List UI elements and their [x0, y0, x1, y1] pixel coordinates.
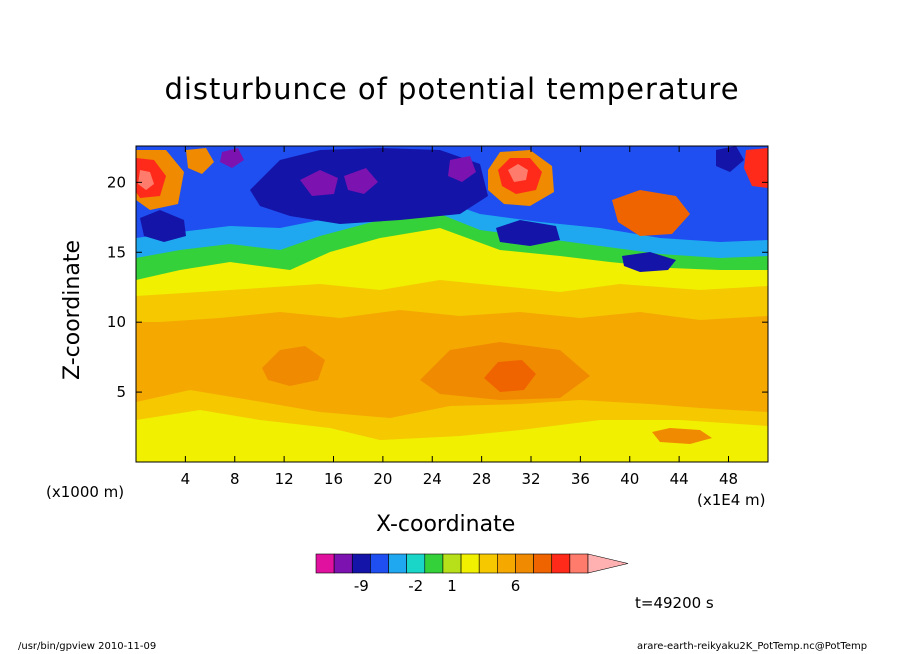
colorbar-label: 6 [511, 577, 521, 595]
x-tick-label: 12 [275, 470, 294, 488]
field-cell-blue-top-right [716, 146, 744, 172]
x-axis-ticks: 4 8 12 16 20 24 28 32 36 40 44 48 [181, 146, 738, 488]
colorbar: -9 -2 1 6 [315, 553, 629, 595]
field-cell-purple-3 [448, 156, 476, 182]
colorbar-swatch [406, 553, 426, 574]
x-tick-label: 4 [181, 470, 191, 488]
field-cell-peak-center [484, 360, 536, 392]
colorbar-swatch [370, 553, 389, 574]
colorbar-label: 1 [447, 577, 457, 595]
field-band-dark-orange-west [262, 346, 325, 386]
colorbar-swatch [569, 553, 589, 574]
colorbar-swatch [533, 553, 553, 574]
time-annotation: t=49200 s [635, 594, 714, 612]
colorbar-label: -9 [354, 577, 369, 595]
x-tick-label: 20 [373, 470, 392, 488]
field-cell-blue-east [496, 220, 560, 246]
field-cell-blue-far-east [622, 252, 676, 272]
x-tick-label: 36 [571, 470, 590, 488]
y-tick-label: 5 [116, 383, 126, 401]
colorbar-swatch [333, 553, 353, 574]
x-axis-unit-right: (x1E4 m) [697, 491, 766, 509]
field-band-dark-orange-east [652, 428, 712, 444]
field-cell-blue-west [140, 210, 186, 242]
field-cell-purple-4 [220, 148, 244, 168]
colorbar-swatch [478, 553, 498, 574]
x-tick-label: 40 [620, 470, 639, 488]
footer-program-info: /usr/bin/gpview 2010-11-09 [18, 641, 157, 652]
x-tick-label: 48 [719, 470, 738, 488]
chart-title: disturbunce of potential temperature [164, 72, 740, 106]
x-tick-label: 28 [472, 470, 491, 488]
colorbar-extension [587, 553, 629, 574]
x-tick-label: 24 [423, 470, 442, 488]
colorbar-label: -2 [408, 577, 423, 595]
colorbar-swatch [351, 553, 371, 574]
colorbar-swatch [460, 553, 480, 574]
field-cell-pink-center [508, 164, 528, 182]
field-cell-orange-top-mid [186, 148, 214, 174]
colorbar-swatch [442, 553, 462, 574]
x-tick-label: 16 [324, 470, 343, 488]
field-cell-red-east [744, 148, 768, 188]
x-tick-label: 44 [670, 470, 689, 488]
x-axis-label: X-coordinate [376, 512, 516, 537]
field-cell-purple-2 [344, 168, 378, 194]
colorbar-swatch [315, 553, 335, 574]
x-axis-unit-left: (x1000 m) [46, 483, 125, 501]
y-axis-ticks: 5 10 15 20 [107, 173, 768, 401]
field-cell-orange-east [612, 190, 690, 236]
colorbar-swatch [551, 553, 571, 574]
colorbar-swatch [515, 553, 534, 574]
y-tick-label: 20 [107, 173, 126, 191]
field-cell-pink-west [138, 170, 154, 190]
colorbar-swatch [388, 553, 407, 574]
colorbar-swatch [424, 553, 444, 574]
y-tick-label: 10 [107, 313, 126, 331]
plot-frame [135, 145, 769, 463]
colorbar-swatch [497, 553, 516, 574]
y-tick-label: 15 [107, 243, 126, 261]
plot-area [136, 146, 768, 462]
field-cell-purple-1 [300, 170, 338, 196]
footer-file-info: arare-earth-reikyaku2K_PotTemp.nc@PotTem… [637, 641, 868, 652]
x-tick-label: 32 [521, 470, 540, 488]
x-tick-label: 8 [230, 470, 240, 488]
